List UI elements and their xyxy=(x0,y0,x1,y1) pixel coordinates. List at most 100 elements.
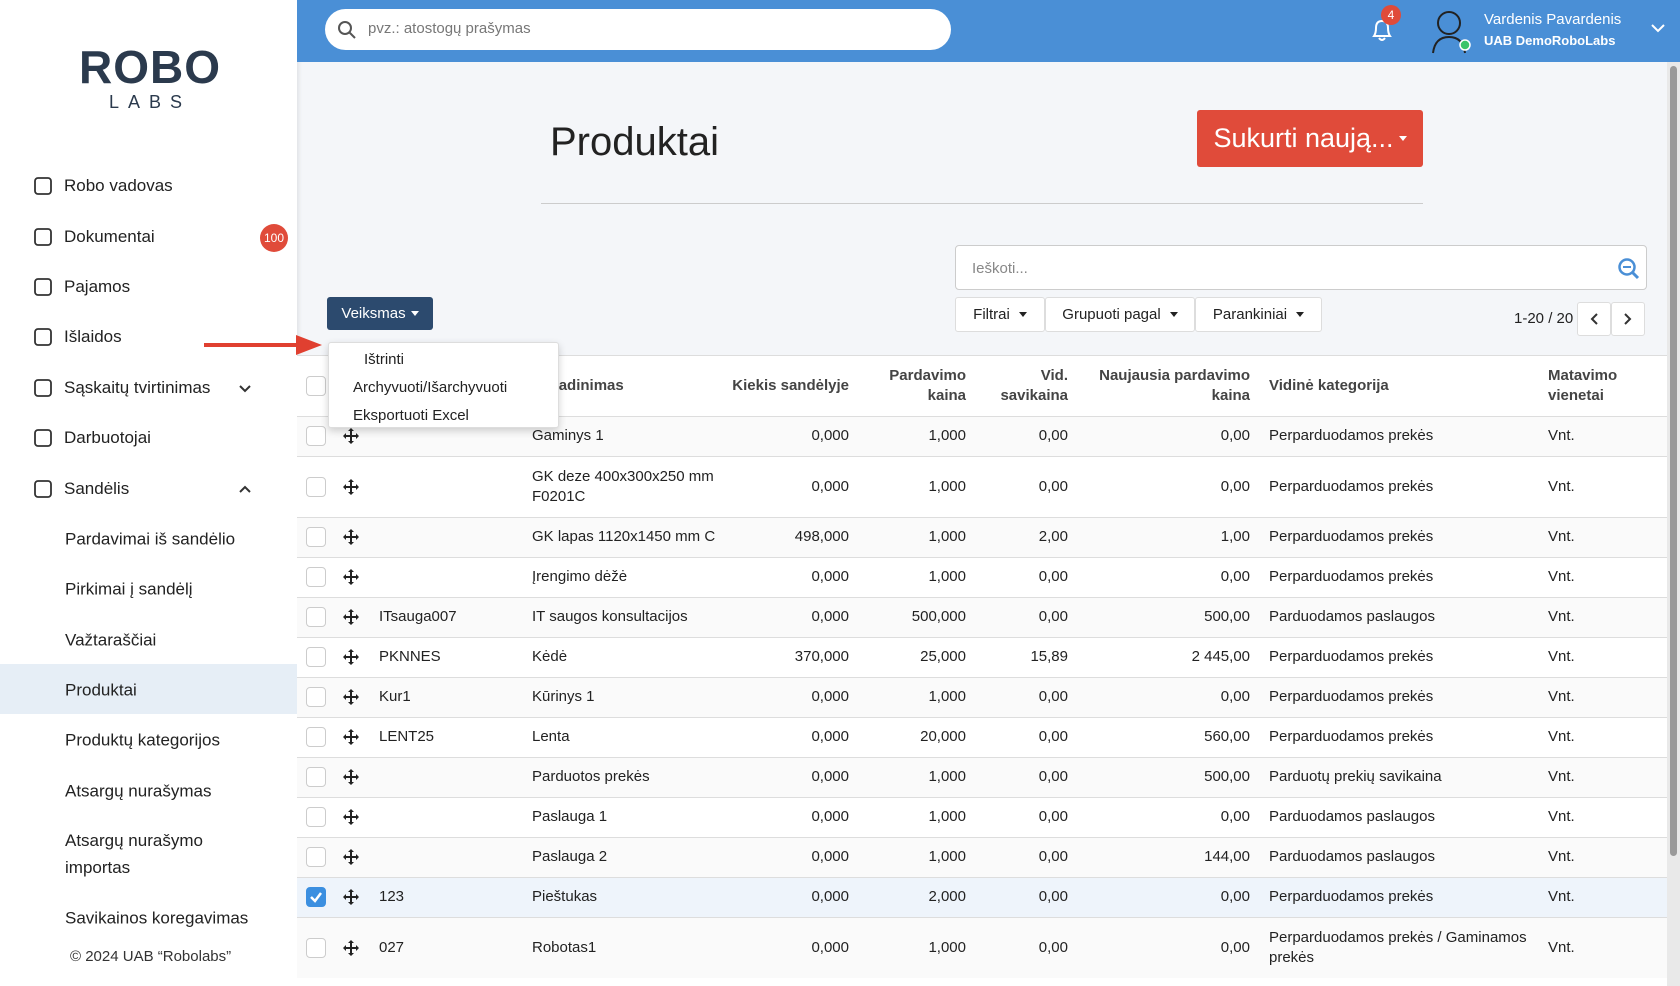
table-cell: Parduotos prekės xyxy=(532,768,650,785)
drag-handle[interactable] xyxy=(342,848,360,866)
drag-handle[interactable] xyxy=(342,648,360,666)
dropdown-item[interactable]: Ištrinti xyxy=(364,351,405,368)
table-row[interactable] xyxy=(297,677,1667,717)
avatar[interactable] xyxy=(1429,5,1473,55)
row-checkbox[interactable] xyxy=(306,567,326,587)
table-cell: Vnt. xyxy=(1548,568,1575,585)
menu-item[interactable]: Išlaidos xyxy=(64,327,122,346)
column-header[interactable]: Matavimo vienetai xyxy=(1548,367,1618,404)
chevron[interactable] xyxy=(238,484,252,495)
row-checkbox[interactable] xyxy=(306,687,326,707)
submenu-item[interactable]: Važtaraščiai xyxy=(65,630,157,650)
filter-button[interactable]: Filtrai xyxy=(955,297,1045,332)
user-chevron[interactable] xyxy=(1650,22,1666,34)
table-cell: 123 xyxy=(379,888,405,905)
table-cell: 1,000 xyxy=(928,477,966,495)
menu-icon xyxy=(34,379,52,397)
row-checkbox[interactable] xyxy=(306,807,326,827)
column-header[interactable]: Pardavimo kaina xyxy=(889,367,966,404)
table-row[interactable] xyxy=(297,557,1667,597)
table-cell: 0,00 xyxy=(1220,568,1250,585)
action-button[interactable]: Veiksmas xyxy=(327,297,433,330)
menu-item[interactable]: Dokumentai xyxy=(64,227,155,246)
chevron[interactable] xyxy=(238,383,252,394)
create-label: Sukurti naują... xyxy=(1213,123,1394,153)
header-checkbox[interactable] xyxy=(306,376,326,396)
company: UAB DemoRoboLabs xyxy=(1484,33,1616,48)
column-header[interactable]: Vidinė kategorija xyxy=(1269,377,1389,394)
menu-item[interactable]: Sandėlis xyxy=(64,479,130,498)
row-checkbox[interactable] xyxy=(306,767,326,787)
table-row[interactable] xyxy=(297,837,1667,877)
table-row[interactable] xyxy=(297,456,1667,517)
submenu-item[interactable]: Atsargų nurašymas xyxy=(65,781,212,801)
column-header[interactable]: Naujausia pardavimo kaina xyxy=(1099,367,1250,404)
submenu-item[interactable]: Savikainos koregavimas xyxy=(65,908,249,928)
submenu-item[interactable]: Pardavimai iš sandėlio xyxy=(65,529,236,549)
table-row[interactable] xyxy=(297,797,1667,837)
column-header[interactable]: Pavadinimas xyxy=(532,377,624,394)
drag-handle[interactable] xyxy=(342,939,360,957)
filter-button[interactable]: Grupuoti pagal xyxy=(1045,297,1195,332)
row-checkbox[interactable] xyxy=(306,647,326,667)
global-search[interactable]: pvz.: atostogų prašymas xyxy=(325,9,951,50)
menu-item[interactable]: Robo vadovas xyxy=(64,176,173,195)
row-checkbox[interactable] xyxy=(306,426,326,446)
table-search-icon[interactable] xyxy=(1617,257,1641,281)
table-row[interactable] xyxy=(297,877,1667,917)
filter-button[interactable]: Parankiniai xyxy=(1195,297,1322,332)
drag-handle[interactable] xyxy=(342,808,360,826)
row-checkbox[interactable] xyxy=(306,727,326,747)
drag-handle[interactable] xyxy=(342,688,360,706)
dropdown-item[interactable]: Eksportuoti Excel xyxy=(353,407,469,424)
submenu-item[interactable]: Produktai xyxy=(65,680,137,700)
row-checkbox[interactable] xyxy=(306,527,326,547)
menu-item[interactable]: Sąskaitų tvirtinimas xyxy=(64,378,211,397)
drag-handle[interactable] xyxy=(342,528,360,546)
drag-handle[interactable] xyxy=(342,888,360,906)
row-checkbox[interactable] xyxy=(306,847,326,867)
table-row[interactable] xyxy=(297,717,1667,757)
drag-handle[interactable] xyxy=(342,478,360,496)
submenu-item[interactable]: Atsargų nurašymo importas xyxy=(65,831,203,877)
row-checkbox[interactable] xyxy=(306,937,326,958)
table-search[interactable]: Ieškoti... xyxy=(955,245,1647,290)
menu-item[interactable]: Pajamos xyxy=(64,277,131,296)
drag-handle[interactable] xyxy=(342,728,360,746)
table-row[interactable] xyxy=(297,757,1667,797)
table-cell: Vnt. xyxy=(1548,528,1575,545)
table-row[interactable] xyxy=(297,517,1667,557)
topbar: pvz.: atostogų prašymas 4 Vardenis Pavar… xyxy=(297,0,1680,62)
table-cell: ITsauga007 xyxy=(379,608,457,625)
menu-item[interactable]: Darbuotojai xyxy=(64,428,151,447)
column-header[interactable]: Kiekis sandėlyje xyxy=(732,377,849,394)
prev-page[interactable] xyxy=(1577,302,1611,336)
drag-handle[interactable] xyxy=(342,608,360,626)
column-header[interactable]: Vid. savikaina xyxy=(1000,367,1068,404)
drag-handle[interactable] xyxy=(342,568,360,586)
next-page[interactable] xyxy=(1611,302,1645,336)
table-cell: 560,00 xyxy=(1204,728,1250,745)
table-row[interactable] xyxy=(297,917,1667,978)
scrollbar xyxy=(1667,62,1680,986)
drag-handle[interactable] xyxy=(342,768,360,786)
table-cell: Įrengimo dėžė xyxy=(532,568,628,585)
row-checkbox[interactable] xyxy=(306,887,326,907)
table-cell: Perparduodamos prekės xyxy=(1269,568,1434,585)
table-cell: 1,00 xyxy=(1220,528,1250,545)
submenu-item[interactable]: Pirkimai į sandėlį xyxy=(65,579,193,599)
row-checkbox[interactable] xyxy=(306,607,326,627)
row-checkbox[interactable] xyxy=(306,476,326,497)
divider xyxy=(541,203,1423,204)
drag-handle[interactable] xyxy=(342,427,360,445)
table-row[interactable] xyxy=(297,597,1667,637)
table-cell: 1,000 xyxy=(928,568,966,585)
table-row[interactable] xyxy=(297,637,1667,677)
filter-label: Filtrai xyxy=(973,306,1010,323)
submenu-item[interactable]: Produktų kategorijos xyxy=(65,730,220,750)
table-cell: Vnt. xyxy=(1548,608,1575,625)
table-cell: 0,00 xyxy=(1038,768,1068,785)
dropdown-item[interactable]: Archyvuoti/Išarchyvuoti xyxy=(353,379,508,396)
create-button[interactable]: Sukurti naują... xyxy=(1197,110,1423,167)
table-cell: 0,000 xyxy=(811,688,849,705)
